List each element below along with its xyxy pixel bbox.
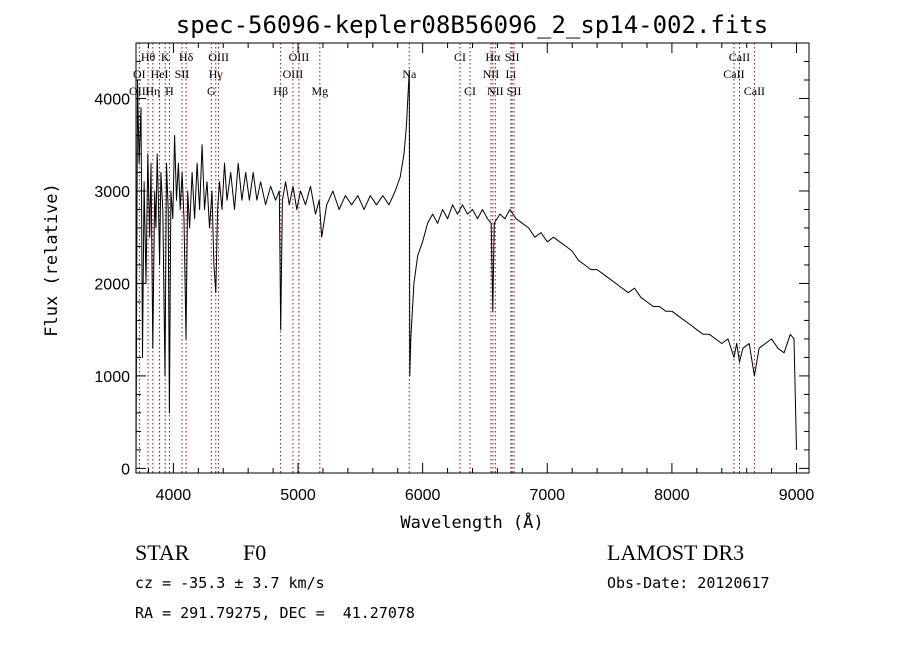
series-line-spectrum [135, 70, 797, 469]
line-annotation: Hα [485, 50, 501, 64]
y-axis-ticks: 0 1000 2000 3000 4000 [94, 60, 809, 478]
x-tick-label: 9000 [779, 487, 815, 504]
chart-title: spec-56096-kepler08B56096_2_sp14-002.fit… [176, 11, 768, 39]
line-annotation: CaII [723, 67, 744, 81]
line-annotation: CaII [729, 50, 750, 64]
line-annotation: HeI [151, 67, 169, 81]
x-axis-title: Wavelength (Å) [400, 511, 543, 533]
coordinates-text: RA = 291.79275, DEC = 41.27078 [135, 604, 415, 622]
y-tick-label: 0 [121, 461, 130, 478]
line-annotation: OIII [283, 67, 304, 81]
y-tick-label: 2000 [94, 276, 130, 293]
line-annotation: H [165, 84, 174, 98]
line-annotation: SII [507, 84, 522, 98]
x-tick-label: 8000 [654, 487, 690, 504]
line-annotation: OIII [289, 50, 310, 64]
y-axis-title: Flux (relative) [42, 183, 62, 337]
x-tick-label: 4000 [156, 487, 192, 504]
survey-label: LAMOST DR3 [607, 540, 744, 565]
line-annotation: G [207, 84, 216, 98]
line-annotation: OIII [129, 84, 150, 98]
line-annotation: Hγ [209, 67, 224, 81]
line-annotation: K [161, 50, 170, 64]
y-tick-label: 3000 [94, 184, 130, 201]
line-annotation: Li [506, 67, 517, 81]
x-tick-label: 5000 [280, 487, 316, 504]
series-group [135, 70, 797, 469]
line-annotation: NII [483, 67, 500, 81]
y-tick-label: 4000 [94, 91, 130, 108]
obs-date-text: Obs-Date: 20120617 [607, 574, 770, 592]
line-annotation: CaII [744, 84, 765, 98]
line-annotation: SII [505, 50, 520, 64]
x-tick-label: 7000 [529, 487, 565, 504]
subclass-label: F0 [243, 540, 266, 565]
line-annotation: CI [454, 50, 466, 64]
y-tick-label: 1000 [94, 369, 130, 386]
line-annotation: Hβ [273, 84, 288, 98]
line-annotation: SII [175, 67, 190, 81]
line-annotation: Mg [311, 84, 328, 98]
plot-frame [135, 42, 810, 474]
line-annotation: NII [487, 84, 504, 98]
marker-lines [138, 43, 755, 473]
x-axis-ticks: 4000 5000 6000 7000 8000 9000 [147, 43, 815, 504]
line-annotation: CI [464, 84, 476, 98]
line-annotation: Hη [145, 84, 160, 98]
class-label: STAR [135, 540, 190, 565]
x-tick-label: 6000 [405, 487, 441, 504]
line-annotation: Hδ [179, 50, 194, 64]
line-annotation: Hθ [141, 50, 156, 64]
line-annotation: OIII [208, 50, 229, 64]
line-annotation: OI [133, 67, 146, 81]
redshift-text: cz = -35.3 ± 3.7 km/s [135, 574, 325, 592]
